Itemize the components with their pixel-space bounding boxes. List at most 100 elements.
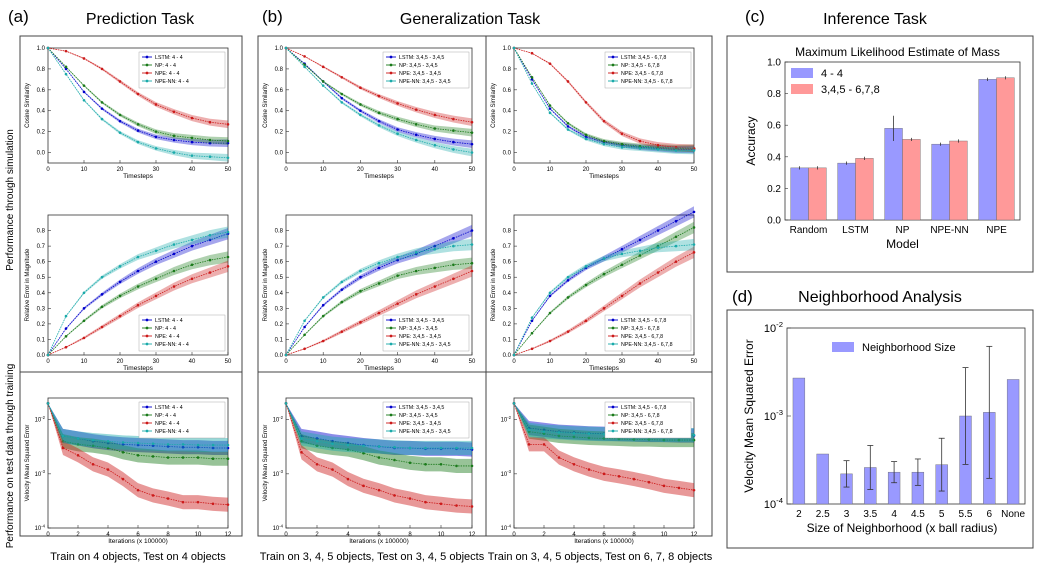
data-point — [359, 86, 362, 90]
x-tick-label: 2 — [796, 509, 802, 520]
data-point — [154, 130, 158, 133]
data-point — [315, 444, 319, 448]
data-point — [82, 291, 86, 295]
data-point — [548, 311, 552, 315]
data-point — [190, 277, 194, 281]
legend-entry: NP: 3,4,5 - 3,4,5 — [399, 413, 438, 419]
data-point — [208, 271, 212, 274]
data-point — [303, 347, 306, 351]
bar — [978, 79, 997, 221]
data-point — [584, 283, 588, 287]
data-point — [396, 117, 399, 121]
y-tick-label: 0.2 — [37, 130, 46, 136]
legend-marker — [389, 79, 393, 83]
data-point — [584, 265, 588, 268]
data-point — [692, 210, 696, 214]
data-point — [674, 146, 678, 149]
data-point — [226, 457, 230, 461]
legend-entry: NPE-NN: 3,4,5 - 3,4,5 — [399, 79, 451, 85]
data-point — [196, 443, 200, 447]
data-point — [321, 65, 325, 69]
caption-b-right: Train on 3, 4, 5 objects, Test on 6, 7, … — [488, 551, 713, 563]
data-point — [572, 432, 576, 435]
band-2 — [48, 260, 228, 355]
band-2 — [48, 48, 228, 129]
data-point — [284, 402, 288, 405]
data-point — [470, 243, 474, 246]
data-point — [136, 140, 140, 144]
data-point — [602, 257, 606, 260]
legend-entry: NP: 3,4,5 - 6,7,8 — [621, 63, 660, 69]
x-tick-label: 2 — [76, 532, 80, 538]
data-point — [172, 151, 176, 154]
chart-b6: 0 2 4 6 8 10 12 10-4 10-3 10-2 Iterations (x 10000… — [501, 397, 698, 545]
data-point — [226, 255, 230, 259]
legend-entry: NPE-NN: 3,4,5 - 6,7,8 — [621, 429, 673, 435]
data-point — [172, 138, 176, 142]
data-point — [638, 139, 642, 143]
data-point — [377, 261, 381, 265]
y-tick-label: 0.1 — [37, 337, 46, 343]
data-point — [439, 502, 443, 506]
data-point — [542, 432, 546, 436]
x-tick-label: 0 — [284, 359, 288, 365]
y-tick-label: 0.8 — [767, 89, 781, 100]
data-point — [121, 441, 125, 444]
data-point — [190, 263, 194, 267]
data-point — [359, 109, 362, 113]
legend-marker — [611, 79, 615, 83]
bar — [949, 140, 968, 221]
legend-marker — [145, 63, 149, 67]
data-point — [181, 456, 185, 459]
data-point — [439, 462, 443, 466]
y-tick-label: 0.3 — [37, 306, 46, 312]
y-tick-label: 0.0 — [503, 353, 512, 359]
data-point — [340, 101, 344, 104]
y-axis-label: Velocity Mean Squared Error — [742, 339, 756, 492]
legend-box — [138, 51, 226, 89]
x-tick-label: 20 — [583, 167, 590, 173]
x-tick-label: 2 — [542, 532, 546, 538]
data-point — [584, 133, 588, 137]
data-point — [542, 428, 546, 432]
data-point — [414, 269, 418, 273]
data-point — [118, 294, 122, 298]
y-tick-label: 0.6 — [37, 88, 46, 94]
bar — [884, 128, 903, 221]
bar — [790, 167, 809, 221]
y-tick-label: 0.4 — [503, 109, 512, 115]
series-line-1 — [285, 47, 473, 134]
x-tick-label: 40 — [431, 359, 438, 365]
y-axis-label: Velocity Mean Squared Error — [263, 425, 269, 502]
y-tick-label: 0.1 — [275, 337, 284, 343]
data-point — [414, 138, 418, 142]
data-point — [172, 285, 176, 288]
y-tick-label: 0.8 — [275, 229, 284, 235]
data-point — [470, 446, 474, 450]
data-point — [300, 439, 303, 443]
data-point — [692, 251, 696, 254]
legend-marker — [389, 342, 393, 346]
data-point — [512, 46, 516, 50]
band-2 — [514, 403, 694, 498]
data-point — [452, 140, 455, 144]
data-point — [414, 123, 418, 126]
x-axis-label: Iterations (x 100000) — [349, 538, 409, 545]
data-point — [64, 65, 68, 69]
x-tick-label: 30 — [394, 359, 401, 365]
data-point — [300, 437, 303, 440]
bar — [808, 167, 827, 221]
data-point — [226, 265, 230, 268]
x-tick-label: 30 — [394, 167, 401, 173]
y-tick-label: 0.6 — [503, 88, 512, 94]
data-point — [331, 468, 334, 471]
data-point — [677, 438, 681, 442]
bar — [902, 139, 921, 221]
legend-marker — [611, 55, 615, 59]
x-tick-label: 5 — [939, 509, 945, 520]
data-point — [64, 49, 68, 53]
x-tick-label: 50 — [691, 359, 698, 365]
band-1 — [286, 48, 472, 137]
data-point — [106, 446, 110, 450]
x-tick-label: 20 — [357, 359, 364, 365]
